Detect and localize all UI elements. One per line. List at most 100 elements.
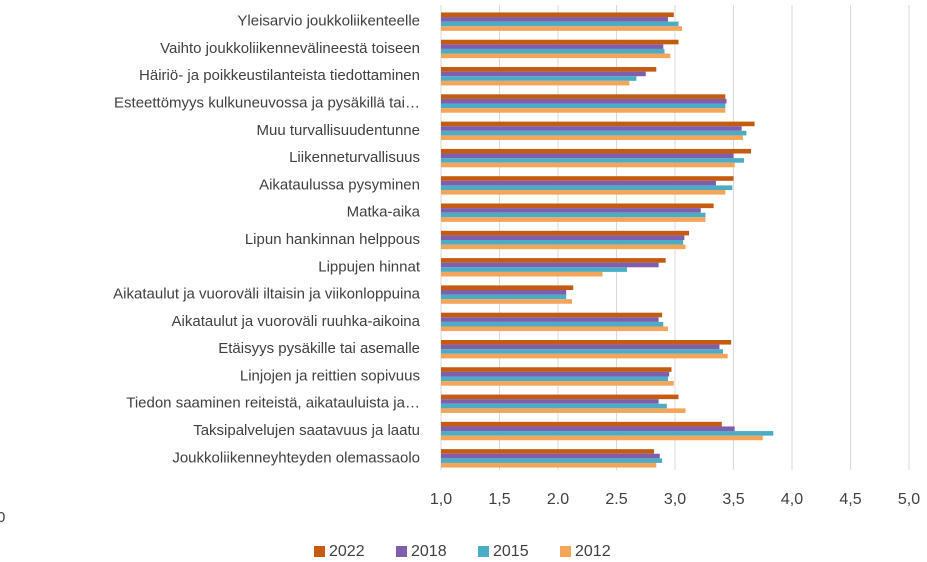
bar <box>441 426 735 432</box>
legend-swatch <box>560 546 571 557</box>
y-tick-label: Häiriö- ja poikkeustilanteista tiedottam… <box>139 67 420 84</box>
bar <box>441 349 723 354</box>
y-tick-label: Etäisyys pysäkille tai asemalle <box>218 340 420 357</box>
bar <box>441 267 628 272</box>
bar <box>441 458 663 463</box>
bar <box>441 162 735 168</box>
x-tick-label: 4,5 <box>839 491 861 508</box>
y-tick-label: Aikataulut ja vuoroväli iltaisin ja viik… <box>113 286 420 303</box>
bar <box>441 12 674 18</box>
bar <box>441 153 734 159</box>
bar <box>441 230 690 236</box>
legend-label: 2012 <box>575 543 611 560</box>
bar <box>441 271 603 277</box>
bar <box>441 294 567 300</box>
bar <box>441 21 679 27</box>
y-tick-label: Tiedon saaminen reiteistä, aikatauluista… <box>126 395 420 412</box>
bar <box>441 462 657 468</box>
bar <box>441 381 674 386</box>
bar <box>441 403 667 409</box>
bar <box>441 235 685 240</box>
stray-label: 0 <box>0 509 5 526</box>
x-tick-label: 3,5 <box>722 491 744 508</box>
y-tick-label: Joukkoliikenneyhteyden olemassaolo <box>172 449 420 466</box>
x-tick-label: 2.5 <box>605 491 627 508</box>
bar <box>441 339 732 345</box>
x-tick-label: 2.0 <box>547 491 569 508</box>
legend-label: 2015 <box>493 543 529 560</box>
bar <box>441 262 659 268</box>
bar <box>441 258 666 263</box>
y-tick-label: Vaihto joukkoliikennevälineestä toiseen <box>160 40 420 57</box>
y-tick-label: Linjojen ja reittien sopivuus <box>240 367 420 384</box>
y-tick-label: Taksipalvelujen saatavuus ja laatu <box>193 422 420 439</box>
bar <box>441 244 686 250</box>
bar <box>441 148 752 154</box>
y-tick-label: Esteettömyys kulkuneuvossa ja pysäkillä … <box>114 94 420 111</box>
bar <box>441 240 684 245</box>
legend-label: 2022 <box>329 543 365 560</box>
bar <box>441 180 716 186</box>
x-tick-label: 3,0 <box>664 491 686 508</box>
bar <box>441 326 668 332</box>
y-tick-label: Lipun hankinnan helppous <box>245 231 420 248</box>
bar <box>441 371 670 377</box>
bar <box>441 208 701 213</box>
x-tick-label: 1,0 <box>430 491 452 508</box>
bar <box>441 408 686 413</box>
bar <box>441 48 665 54</box>
bar <box>441 39 679 45</box>
bar <box>441 312 663 318</box>
bar <box>441 212 706 218</box>
bar <box>441 185 733 191</box>
x-tick-label: 4,0 <box>781 491 803 508</box>
y-tick-label: Aikataulut ja vuoroväli ruuhka-aikoina <box>172 313 421 330</box>
bar <box>441 71 646 77</box>
bar <box>441 126 742 131</box>
bar <box>441 190 726 195</box>
bar <box>441 431 774 436</box>
bar <box>441 399 659 404</box>
bar <box>441 98 727 104</box>
bar <box>441 135 743 141</box>
y-tick-label: Liikenneturvallisuus <box>289 149 420 166</box>
y-tick-label: Yleisarvio joukkoliikenteelle <box>237 13 420 30</box>
bar <box>441 17 668 22</box>
bar <box>441 321 664 327</box>
legend-swatch <box>478 546 489 557</box>
y-tick-label: Muu turvallisuudentunne <box>257 122 420 139</box>
bar <box>441 217 706 222</box>
y-tick-label: Aikataulussa pysyminen <box>259 176 420 193</box>
x-tick-label: 1,5 <box>488 491 510 508</box>
legend-swatch <box>396 546 407 557</box>
bar <box>441 67 657 72</box>
bar <box>441 421 722 427</box>
bar <box>441 44 664 49</box>
bar <box>441 453 660 459</box>
bar <box>441 435 763 441</box>
bar <box>441 203 714 209</box>
y-tick-label: Matka-aika <box>347 204 421 221</box>
bar <box>441 289 567 295</box>
bar <box>441 176 734 181</box>
bar <box>441 367 672 372</box>
bar <box>441 344 720 350</box>
bar <box>441 94 726 99</box>
bar <box>441 376 668 382</box>
bar <box>441 26 683 31</box>
bar <box>441 53 671 59</box>
bar <box>441 130 747 136</box>
bar <box>441 80 630 86</box>
bar <box>441 158 745 163</box>
legend-label: 2018 <box>411 543 447 560</box>
bar <box>441 285 574 290</box>
bar <box>441 449 654 454</box>
bar <box>441 394 679 400</box>
bar <box>441 317 659 322</box>
y-tick-label: Lippujen hinnat <box>318 258 421 275</box>
bar <box>441 353 728 359</box>
bar <box>441 108 726 113</box>
bar <box>441 299 573 304</box>
